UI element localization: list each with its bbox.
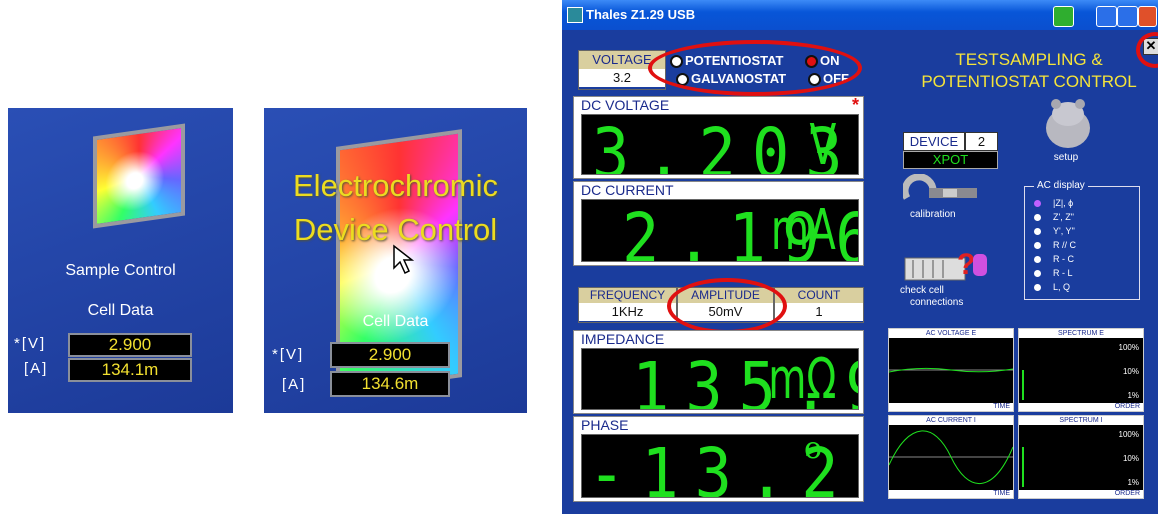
ac-display-option[interactable]: R // C — [1034, 240, 1076, 250]
display-unit: V — [809, 114, 836, 175]
ac-display-option[interactable]: R - L — [1034, 268, 1073, 278]
device-label: DEVICE — [903, 132, 965, 151]
ac-display-option[interactable]: R - C — [1034, 254, 1074, 264]
option-label: Z', Z" — [1053, 212, 1074, 222]
display-label: DC VOLTAGE — [581, 97, 669, 113]
minimize-button[interactable] — [1096, 6, 1117, 27]
check-cell-label[interactable]: connections — [910, 297, 963, 308]
ac-display-option[interactable]: |Z|, ϕ — [1034, 198, 1073, 208]
option-label: R - C — [1053, 254, 1074, 264]
ac-voltage-scope: AC VOLTAGE E TIME — [888, 328, 1014, 412]
overlay-line: Device Control — [264, 212, 527, 248]
screenshot: Sample Control Cell Data *[V] 2.900 [A] … — [0, 0, 1158, 514]
phase-panel: PHASE -13.28 o — [573, 416, 864, 502]
scope-title: AC CURRENT I — [889, 416, 1013, 425]
calibration-label[interactable]: calibration — [910, 209, 956, 220]
scope-trace — [1019, 425, 1143, 490]
display-screen: 135.9 mΩ — [581, 348, 859, 410]
close-button[interactable] — [1138, 6, 1157, 27]
voltage-value: 2.900 — [68, 333, 192, 357]
frequency-setting[interactable]: FREQUENCY 1KHz — [578, 287, 677, 323]
voltage-label: *[V] — [14, 335, 46, 352]
check-cell-label[interactable]: check cell — [900, 285, 944, 296]
svg-text:?: ? — [957, 248, 975, 281]
cell-data-title: Cell Data — [8, 302, 233, 320]
voltage-value: 2.900 — [330, 342, 450, 368]
sample-control-label[interactable]: Sample Control — [8, 262, 233, 280]
display-label: DC CURRENT — [581, 182, 674, 198]
display-unit: mΩ — [768, 348, 836, 410]
overlay-line: Electrochromic — [264, 168, 527, 204]
ac-display-option[interactable]: Y', Y" — [1034, 226, 1075, 236]
setting-label: COUNT — [775, 288, 863, 303]
count-setting[interactable]: COUNT 1 — [774, 287, 864, 323]
display-screen: -13.28 o — [581, 434, 859, 498]
scope-trace — [1019, 338, 1143, 403]
highlight-ellipse — [667, 278, 787, 334]
window-title: Thales Z1.29 USB — [586, 7, 695, 22]
current-label: [A] — [24, 360, 48, 377]
option-label: R - L — [1053, 268, 1073, 278]
option-label: Y', Y" — [1053, 226, 1075, 236]
scope-axis: ORDER — [1019, 490, 1143, 498]
print-button[interactable] — [1053, 6, 1074, 27]
scope-trace — [889, 425, 1013, 490]
maximize-button[interactable] — [1117, 6, 1138, 27]
current-label: [A] — [282, 376, 306, 393]
scope-axis: TIME — [889, 490, 1013, 498]
scope-title: AC VOLTAGE E — [889, 329, 1013, 338]
option-label: |Z|, ϕ — [1053, 198, 1073, 208]
modified-flag: * — [852, 95, 859, 116]
ac-current-scope: AC CURRENT I TIME — [888, 415, 1014, 499]
check-cell-icon[interactable]: ? — [903, 240, 993, 286]
display-label: IMPEDANCE — [581, 331, 664, 347]
device-name: XPOT — [903, 151, 998, 169]
page: Thales Z1.29 USB { "sample_control": {"l… — [0, 0, 1158, 514]
impedance-panel: IMPEDANCE 135.9 mΩ — [573, 330, 864, 414]
option-label: R // C — [1053, 240, 1076, 250]
highlight-ellipse — [648, 40, 862, 96]
current-value: 134.6m — [330, 371, 450, 397]
mouse-cursor — [392, 244, 414, 276]
spectrum-i-scope: SPECTRUM I 100% 10% 1% ORDER — [1018, 415, 1144, 499]
setting-label: FREQUENCY — [579, 288, 676, 303]
heading-line: POTENTIOSTAT CONTROL — [900, 72, 1158, 92]
voltage-label: *[V] — [272, 346, 304, 363]
setting-value: 1 — [775, 303, 863, 321]
dc-current-panel: DC CURRENT 2.196 mA — [573, 181, 864, 266]
display-screen: 2.196 mA — [581, 199, 859, 262]
spectrum-e-scope: SPECTRUM E 100% 10% 1% ORDER — [1018, 328, 1144, 412]
setting-value: 1KHz — [579, 303, 676, 321]
cell-data-title: Cell Data — [264, 313, 527, 331]
sample-control-icon[interactable] — [93, 124, 185, 229]
dc-voltage-panel: DC VOLTAGE * 3.2039 V — [573, 96, 864, 179]
calibration-icon[interactable] — [903, 174, 979, 206]
scope-title: SPECTRUM I — [1019, 416, 1143, 425]
app-icon — [567, 7, 583, 23]
display-unit: mA — [771, 199, 836, 262]
setup-label[interactable]: setup — [1046, 152, 1086, 163]
scope-trace — [889, 338, 1013, 403]
display-unit: o — [804, 434, 822, 466]
current-value: 134.1m — [68, 358, 192, 382]
option-label: L, Q — [1053, 282, 1070, 292]
scope-axis: TIME — [889, 403, 1013, 411]
heading-line: TESTSAMPLING & — [900, 50, 1158, 70]
ac-display-title: AC display — [1034, 180, 1088, 191]
setup-icon[interactable] — [1040, 98, 1096, 150]
device-number[interactable]: 2 — [965, 132, 998, 151]
scope-title: SPECTRUM E — [1019, 329, 1143, 338]
scope-axis: ORDER — [1019, 403, 1143, 411]
display-label: PHASE — [581, 417, 628, 433]
ac-display-option[interactable]: L, Q — [1034, 282, 1070, 292]
ac-display-option[interactable]: Z', Z" — [1034, 212, 1074, 222]
display-screen: 3.2039 V — [581, 114, 859, 175]
